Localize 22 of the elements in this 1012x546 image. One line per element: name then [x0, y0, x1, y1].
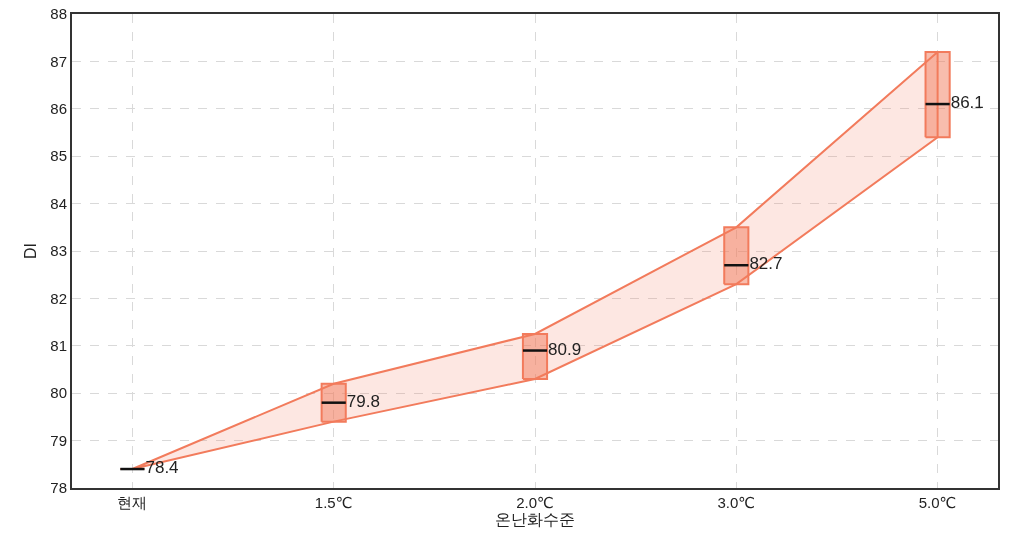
x-tick-label: 현재: [117, 494, 148, 511]
y-axis-title: DI: [21, 243, 39, 259]
x-tick-label: 2.0℃: [516, 494, 554, 511]
y-tick-label: 82: [50, 289, 67, 307]
text: 78.4: [145, 458, 179, 478]
y-tick-label: 81: [50, 337, 67, 355]
y-tick-label: 83: [50, 242, 67, 260]
y-tick-label: 87: [50, 52, 67, 70]
y-tick-label: 88: [50, 5, 67, 23]
text: 86.1: [950, 93, 984, 113]
x-tick-label: 1.5℃: [314, 494, 353, 511]
text: 80.9: [548, 339, 582, 359]
text: 79.8: [346, 391, 380, 411]
y-tick-label: 84: [50, 194, 67, 212]
y-tick-label: 86: [50, 100, 67, 118]
y-tick-label: 85: [50, 147, 67, 165]
x-tick-label: 5.0℃: [918, 494, 957, 511]
y-tick-label: 78: [50, 479, 67, 497]
x-axis-title: 온난화수준: [495, 511, 575, 529]
y-tick-label: 80: [50, 384, 67, 402]
x-tick-label: 3.0℃: [717, 494, 756, 511]
y-tick-label: 79: [50, 431, 67, 449]
